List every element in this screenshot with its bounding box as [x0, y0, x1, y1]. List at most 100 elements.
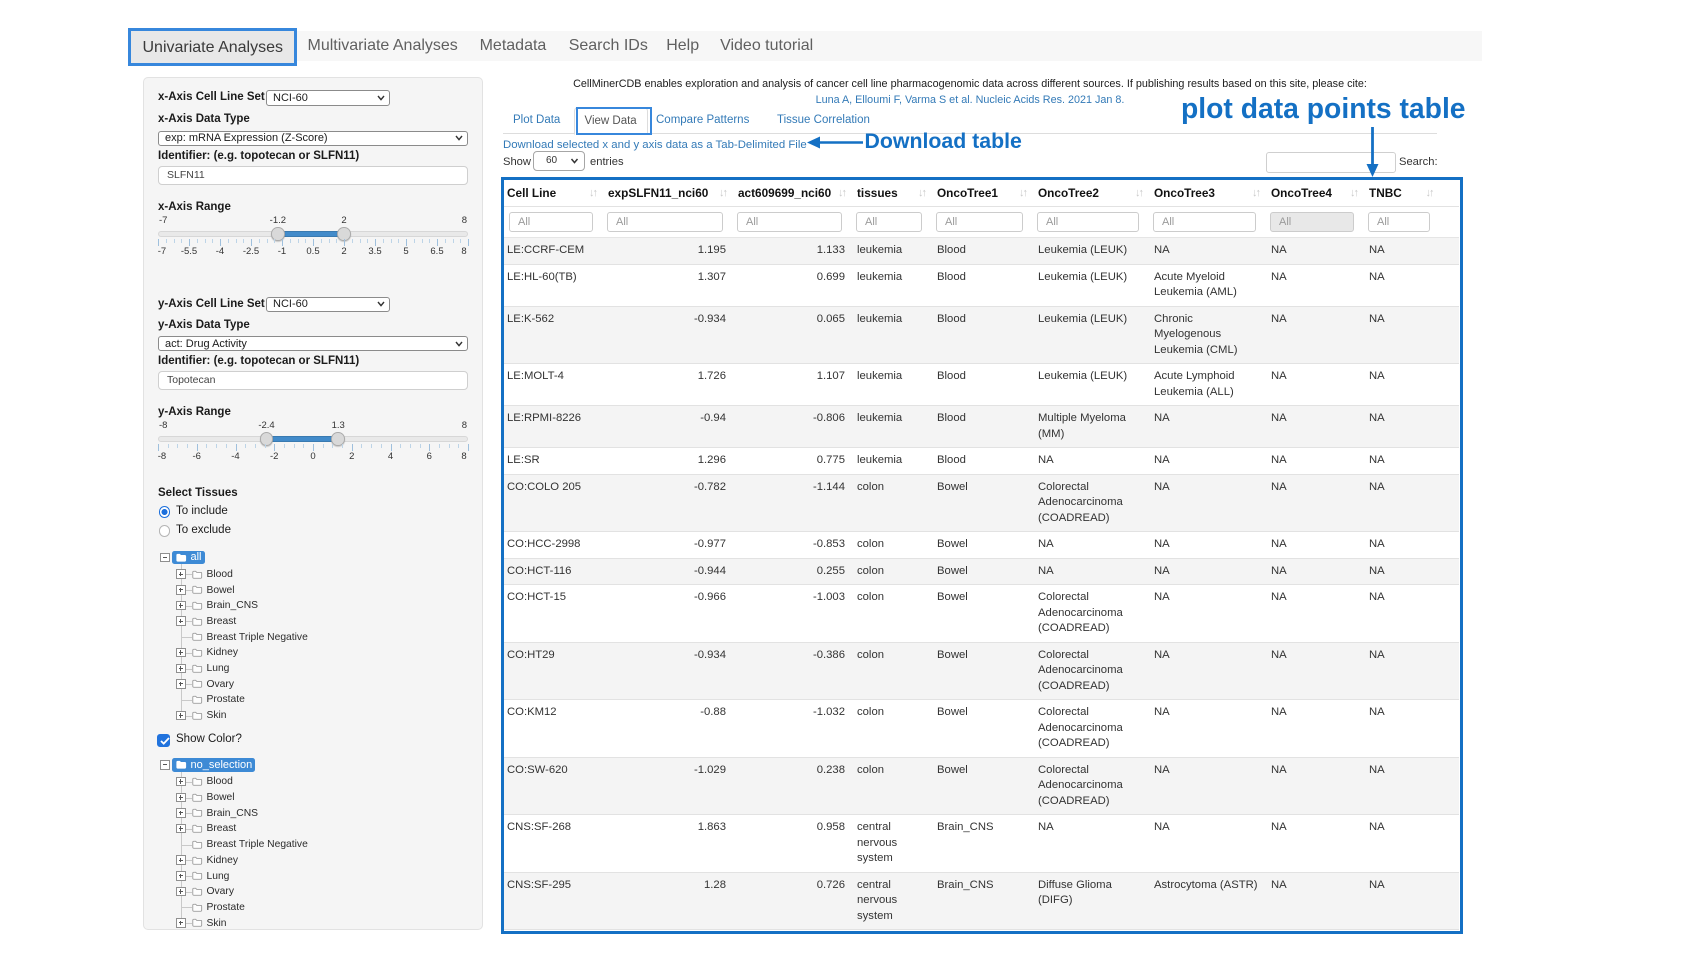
column-header-oncotree3[interactable]: OncoTree3 ↓↑	[1148, 180, 1265, 207]
tissue-tree-expand-icon-skin[interactable]	[176, 710, 186, 721]
tissue-tree-expand-icon-ovary[interactable]	[176, 679, 186, 689]
color-tree-node-lung[interactable]: Lung	[192, 869, 229, 884]
tissue-tree-node-breast[interactable]: Breast	[192, 614, 236, 629]
color-tree-expand-icon-ovary[interactable]	[176, 886, 186, 897]
table-row-co-hct-116[interactable]: CO:HCT-116 -0.944 0.255 colon Bowel NA NA NA NA	[504, 558, 1459, 585]
y-range-handle-from[interactable]	[259, 432, 274, 446]
nav-tab-univariate-analyses[interactable]: Univariate Analyses	[130, 29, 296, 66]
table-row-co-sw-620[interactable]: CO:SW-620 -1.029 0.238 colon Bowel Colorectal…	[504, 757, 1459, 815]
color-tree-node-ovary[interactable]: Ovary	[192, 884, 234, 899]
nav-tab-multivariate-analyses[interactable]: Multivariate Analyses	[307, 37, 458, 54]
y-range-handle-to[interactable]	[331, 432, 345, 446]
tissue-tree-node-bowel[interactable]: Bowel	[192, 583, 235, 598]
table-row-co-hct-15[interactable]: CO:HCT-15 -0.966 -1.003 colon Bowel Colorecta…	[504, 584, 1459, 643]
table-row-cns-sf-295[interactable]: CNS:SF-295 1.28 0.726 central nervous syste…	[504, 872, 1459, 930]
tissue-tree-expand-icon-kidney[interactable]	[176, 647, 186, 658]
y-axis-identifier-input[interactable]	[158, 370, 468, 390]
tissue-tree-node-prostate[interactable]: Prostate	[192, 692, 245, 707]
filter-input-act609699-nci60[interactable]	[737, 212, 842, 232]
table-row-co-ht29[interactable]: CO:HT29 -0.934 -0.386 colon Bowel Colorectal …	[504, 642, 1459, 700]
x-axis-data-type-select[interactable]: exp: mRNA Expression (Z-Score)	[158, 130, 468, 146]
tissue-tree-node-breast-triple-negative[interactable]: Breast Triple Negative	[192, 630, 308, 645]
filter-input-oncotree2[interactable]	[1037, 212, 1139, 232]
radio-to-exclude[interactable]	[158, 525, 170, 537]
column-header-cell-line[interactable]: Cell Line ↓↑	[504, 180, 602, 207]
color-tree-expand-icon-bowel[interactable]	[176, 792, 186, 802]
color-tree-expand-icon-brain-cns[interactable]	[176, 808, 186, 818]
x-range-handle-from[interactable]	[271, 227, 285, 241]
tissue-tree-node-skin[interactable]: Skin	[192, 708, 227, 723]
table-row-cns-sf-268[interactable]: CNS:SF-268 1.863 0.958 central nervous syst…	[504, 814, 1459, 873]
color-tree-expand-icon-lung[interactable]	[176, 871, 186, 881]
download-link[interactable]: Download selected x and y axis data as a…	[503, 139, 807, 151]
tissue-tree-node-kidney[interactable]: Kidney	[192, 645, 238, 660]
tissue-tree-expand-icon-blood[interactable]	[176, 569, 186, 579]
color-tree-node-prostate[interactable]: Prostate	[192, 900, 245, 915]
color-tree-node-breast[interactable]: Breast	[192, 821, 236, 836]
citation-link[interactable]: Luna A, Elloumi F, Varma S et al. Nuclei…	[815, 93, 1125, 106]
table-row-le-sr[interactable]: LE:SR 1.296 0.775 leukemia Blood NA NA NA NA	[504, 447, 1459, 475]
column-header-tissues[interactable]: tissues ↓↑	[851, 180, 931, 207]
filter-input-expslfn11-nci60[interactable]	[607, 212, 723, 232]
tissue-tree-node-ovary[interactable]: Ovary	[192, 677, 234, 692]
color-tree-root-node[interactable]: no_selection	[171, 758, 256, 772]
show-color-checkbox[interactable]	[157, 733, 170, 747]
color-tree-expand-icon-breast[interactable]	[176, 823, 186, 834]
tissue-tree-expand-icon-brain-cns[interactable]	[176, 600, 186, 611]
nav-tab-help[interactable]: Help	[666, 37, 700, 54]
column-header-act609699-nci60[interactable]: act609699_nci60 ↓↑	[732, 180, 851, 207]
color-tree-node-kidney[interactable]: Kidney	[192, 853, 238, 868]
column-header-oncotree1[interactable]: OncoTree1 ↓↑	[931, 180, 1032, 207]
table-row-co-km12[interactable]: CO:KM12 -0.88 -1.032 colon Bowel Colorectal A…	[504, 699, 1459, 758]
y-axis-cell-line-set-select[interactable]: NCI-60	[266, 296, 390, 312]
table-row-co-hcc-2998[interactable]: CO:HCC-2998 -0.977 -0.853 colon Bowel NA NA NA N…	[504, 531, 1459, 559]
y-axis-data-type-select[interactable]: act: Drug Activity	[158, 336, 468, 351]
tissue-tree-node-brain-cns[interactable]: Brain_CNS	[192, 598, 258, 613]
color-tree-node-bowel[interactable]: Bowel	[192, 790, 235, 805]
color-tree-node-skin[interactable]: Skin	[192, 916, 227, 931]
x-axis-range-slider[interactable]: -7 8 -1.2 2 -7 -5.5 -4 -2.5 -1 0.5 2 3.5 5 6.5 8	[158, 215, 469, 259]
filter-input-tnbc[interactable]	[1368, 212, 1430, 232]
color-tree-expand-icon-kidney[interactable]	[176, 855, 186, 865]
filter-input-oncotree3[interactable]	[1153, 212, 1256, 232]
tissue-tree-node-blood[interactable]: Blood	[192, 567, 233, 582]
table-row-le-molt-4[interactable]: LE:MOLT-4 1.726 1.107 leukemia Blood Leukemia…	[504, 363, 1459, 406]
table-row-le-rpmi-8226[interactable]: LE:RPMI-8226 -0.94 -0.806 leukemia Blood Mult…	[504, 405, 1459, 448]
tissue-tree-node-lung[interactable]: Lung	[192, 661, 229, 676]
color-tree-expand-icon-skin[interactable]	[176, 918, 186, 928]
filter-input-oncotree4[interactable]	[1270, 212, 1354, 232]
search-input[interactable]	[1266, 152, 1396, 173]
column-header-oncotree4[interactable]: OncoTree4 ↓↑	[1265, 180, 1363, 207]
nav-tab-video-tutorial[interactable]: Video tutorial	[720, 37, 814, 54]
tissue-tree-root-collapse-icon[interactable]	[160, 552, 170, 562]
filter-input-tissues[interactable]	[856, 212, 922, 232]
filter-input-oncotree1[interactable]	[936, 212, 1023, 232]
radio-to-include[interactable]	[158, 506, 170, 518]
tissue-tree-root-node[interactable]: all	[171, 550, 205, 564]
x-axis-identifier-input[interactable]	[158, 165, 468, 185]
show-entries-select[interactable]: 60	[533, 150, 585, 171]
column-header-oncotree2[interactable]: OncoTree2 ↓↑	[1032, 180, 1148, 207]
y-axis-range-slider[interactable]: -8 8 -2.4 1.3 -8 -6 -4 -2 0 2 4 6 8	[158, 420, 469, 464]
tab-tissue-correlation[interactable]: Tissue Correlation	[777, 114, 870, 126]
x-axis-cell-line-set-select[interactable]: NCI-60	[266, 90, 390, 106]
tissue-tree-expand-icon-breast[interactable]	[176, 616, 186, 626]
color-tree-expand-icon-blood[interactable]	[176, 776, 186, 787]
tab-view-data[interactable]: View Data	[573, 107, 648, 135]
color-tree-root-collapse-icon[interactable]	[160, 760, 170, 770]
column-header-expslfn11-nci60[interactable]: expSLFN11_nci60 ↓↑	[602, 180, 732, 207]
color-tree-node-blood[interactable]: Blood	[192, 774, 233, 789]
nav-tab-search-ids[interactable]: Search IDs	[568, 37, 648, 54]
nav-tab-metadata[interactable]: Metadata	[479, 37, 547, 54]
tissue-tree-expand-icon-bowel[interactable]	[176, 585, 186, 595]
column-header-tnbc[interactable]: TNBC ↓↑	[1363, 180, 1459, 207]
color-tree-node-brain-cns[interactable]: Brain_CNS	[192, 806, 258, 821]
table-row-le-ccrf-cem[interactable]: LE:CCRF-CEM 1.195 1.133 leukemia Blood Leukem…	[504, 237, 1459, 265]
tab-plot-data[interactable]: Plot Data	[513, 114, 561, 126]
table-row-le-hl-60-tb-[interactable]: LE:HL-60(TB) 1.307 0.699 leukemia Blood Leuke…	[504, 264, 1459, 307]
tissue-tree-expand-icon-lung[interactable]	[176, 663, 186, 673]
tab-compare-patterns[interactable]: Compare Patterns	[656, 114, 750, 126]
color-tree-node-breast-triple-negative[interactable]: Breast Triple Negative	[192, 837, 308, 852]
table-row-le-k-562[interactable]: LE:K-562 -0.934 0.065 leukemia Blood Leukemia…	[504, 306, 1459, 364]
filter-input-cell-line[interactable]	[509, 212, 593, 232]
